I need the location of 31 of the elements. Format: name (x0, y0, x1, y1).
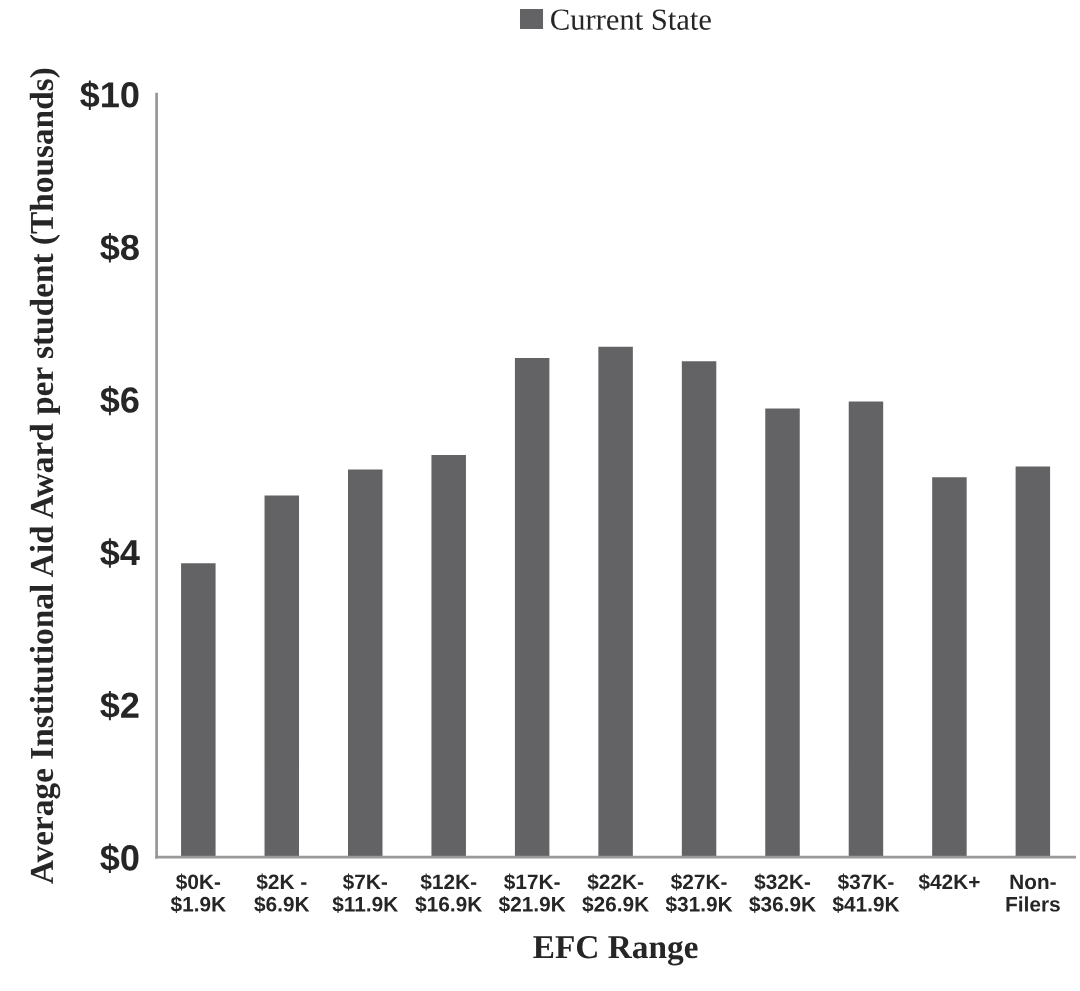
x-tick-label: $17K- $21.9K (498, 873, 566, 913)
bar (680, 359, 718, 858)
x-axis-title: EFC Range (533, 935, 698, 966)
x-tick-label: $42K+ (918, 873, 980, 891)
bar (1014, 465, 1052, 858)
x-tick-label: $32K- $36.9K (749, 873, 816, 913)
x-tick-label: $27K- $31.9K (665, 873, 733, 913)
bar (430, 453, 468, 858)
bar (179, 561, 217, 858)
y-axis-title: Average Institutional Aid Award per student (Thousands) (29, 68, 61, 884)
y-tick-label: $2 (100, 690, 139, 721)
x-tick-label: $2K - $6.9K (254, 873, 310, 913)
y-tick-label: $4 (100, 538, 140, 568)
y-tick-label: $6 (100, 385, 139, 416)
x-tick-label: $22K- $26.9K (582, 873, 649, 913)
x-tick-label: $12K- $16.9K (415, 873, 483, 913)
y-tick-label: $10 (80, 80, 139, 110)
y-tick-label: $8 (100, 233, 139, 263)
bar (847, 400, 885, 858)
legend-label: Current State (551, 9, 711, 30)
bar (263, 494, 301, 858)
bar (930, 475, 969, 858)
bar (763, 407, 802, 858)
bar (513, 356, 551, 858)
bar (596, 345, 635, 858)
x-tick-label: Non- Filers (1006, 874, 1060, 912)
x-tick-label: $0K- $1.9K (170, 873, 226, 913)
x-tick-label: $7K- $11.9K (332, 873, 399, 913)
bar (346, 468, 384, 858)
y-tick-label: $0 (100, 843, 139, 873)
x-tick-label: $37K- $41.9K (832, 873, 900, 913)
